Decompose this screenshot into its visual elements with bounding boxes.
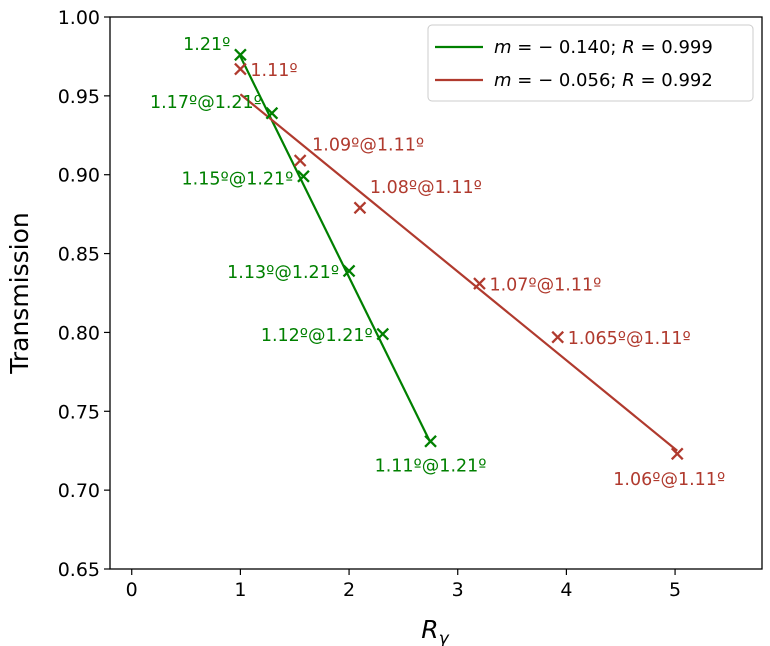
- point-label-green: 1.13º@1.21º: [227, 263, 339, 283]
- x-axis: 0 1 2 3 4 5: [126, 569, 681, 601]
- point-marker-red: [551, 330, 565, 344]
- y-tick-label: 0.80: [58, 322, 100, 344]
- point-label-red: 1.08º@1.11º: [370, 178, 482, 198]
- legend-m-value: − 0.056;: [538, 70, 616, 91]
- point-marker-red: [234, 62, 247, 76]
- x-tick-label: 4: [560, 579, 572, 601]
- y-tick-label: 0.95: [58, 86, 100, 108]
- point-label-red: 1.06º@1.11º: [613, 470, 725, 490]
- point-label-green: 1.15º@1.21º: [182, 169, 294, 189]
- y-axis-label: Transmission: [5, 212, 34, 375]
- point-label-red: 1.07º@1.11º: [489, 276, 601, 296]
- legend-entry-green: m = − 0.140; R = 0.999: [494, 37, 713, 58]
- y-tick-label: 0.65: [58, 559, 100, 581]
- point-marker-green: [265, 106, 279, 120]
- point-marker-green: [234, 48, 247, 62]
- legend-m-label: m: [494, 70, 512, 91]
- data-points: [234, 48, 684, 461]
- legend-r-label: R: [622, 37, 635, 58]
- point-label-green: 1.12º@1.21º: [261, 326, 373, 346]
- legend-box: [427, 24, 754, 102]
- point-label-red: 1.09º@1.11º: [312, 136, 424, 156]
- fit-line-red: [239, 93, 678, 452]
- legend-r-value: 0.992: [661, 70, 713, 91]
- point-label-red: 1.11º: [250, 61, 297, 81]
- legend-entry-red: m = − 0.056; R = 0.992: [494, 70, 713, 91]
- legend-r-label: R: [622, 70, 635, 91]
- y-tick-label: 0.70: [58, 480, 100, 502]
- y-tick-label: 0.85: [58, 244, 100, 266]
- x-axis-label-subscript: γ: [439, 629, 450, 646]
- point-marker-red: [293, 154, 307, 167]
- point-marker-green: [342, 264, 356, 278]
- legend-m-value: − 0.140;: [538, 37, 616, 58]
- point-label-red: 1.065º@1.11º: [568, 329, 691, 349]
- point-marker-green: [297, 169, 310, 183]
- point-marker-red: [670, 447, 684, 461]
- x-tick-label: 2: [343, 579, 355, 601]
- y-axis: 0.65 0.70 0.75 0.80 0.85 0.90 0.95 1.00: [58, 7, 110, 581]
- point-marker-red: [353, 201, 367, 215]
- x-tick-label: 3: [452, 579, 464, 601]
- y-tick-label: 1.00: [58, 7, 100, 29]
- point-marker-red: [473, 277, 486, 290]
- plot-area: [109, 16, 763, 570]
- point-labels: 1.21º 1.17º@1.21º 1.15º@1.21º 1.13º@1.21º 1.…: [150, 35, 725, 490]
- y-tick-label: 0.75: [58, 401, 100, 423]
- fit-lines: [239, 55, 678, 452]
- x-axis-label: Rγ: [421, 615, 449, 646]
- point-label-green: 1.11º@1.21º: [375, 456, 487, 476]
- point-marker-green: [376, 327, 390, 341]
- point-label-green: 1.21º: [183, 35, 230, 55]
- y-tick-label: 0.90: [58, 165, 100, 187]
- legend: m = − 0.140; R = 0.999 m = − 0.056; R = …: [427, 24, 754, 102]
- x-tick-label: 1: [234, 579, 246, 601]
- point-label-green: 1.17º@1.21º: [150, 93, 262, 113]
- point-marker-green: [424, 434, 437, 448]
- legend-r-value: 0.999: [661, 37, 713, 58]
- x-tick-label: 5: [669, 579, 681, 601]
- x-tick-label: 0: [126, 579, 138, 601]
- legend-m-label: m: [494, 37, 512, 58]
